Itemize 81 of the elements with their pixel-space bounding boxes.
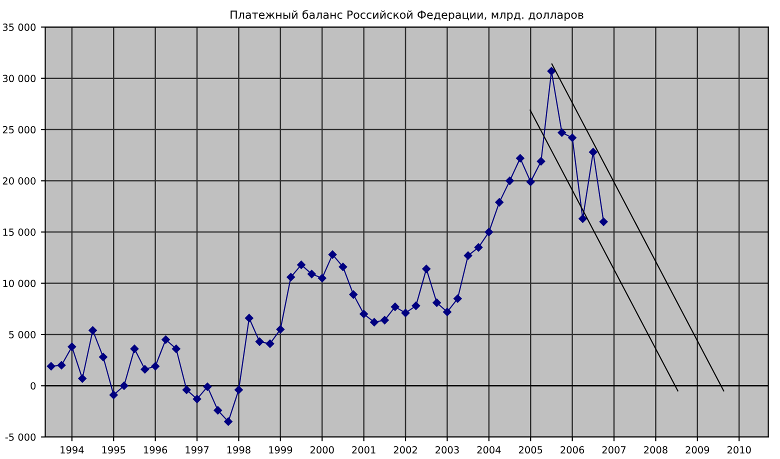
point <box>276 325 285 334</box>
x-tick-label: 2008 <box>644 446 668 454</box>
point <box>109 390 118 400</box>
point <box>234 386 243 394</box>
x-tick-label: 1999 <box>269 446 292 454</box>
point <box>162 335 170 344</box>
point <box>380 316 389 324</box>
point <box>558 128 566 137</box>
point <box>412 302 420 310</box>
point <box>99 352 108 362</box>
x-tick-label: 2005 <box>518 446 542 454</box>
y-tick-label: 10 000 <box>3 280 36 288</box>
point <box>57 361 66 370</box>
point <box>214 406 222 414</box>
point <box>338 262 348 271</box>
y-tick-label: 30 000 <box>2 74 36 82</box>
point <box>88 326 97 335</box>
point <box>182 386 191 394</box>
x-tick-label: 2009 <box>686 446 710 454</box>
point <box>318 274 326 282</box>
point <box>547 67 556 76</box>
y-tick-label: 0 <box>30 382 36 390</box>
x-tick-label: 2007 <box>602 446 626 454</box>
point <box>245 314 254 322</box>
point <box>255 338 264 346</box>
point <box>308 270 316 278</box>
point <box>68 342 76 351</box>
x-tick-label: 1995 <box>102 446 126 454</box>
point <box>474 243 483 252</box>
point <box>526 178 535 186</box>
x-tick-label: 1996 <box>144 446 168 454</box>
point <box>401 308 410 318</box>
point <box>484 228 494 236</box>
point <box>536 157 546 166</box>
point <box>370 318 378 326</box>
point <box>297 260 306 269</box>
x-tick-label: 2003 <box>436 446 459 454</box>
point <box>506 176 514 185</box>
point <box>599 218 608 226</box>
y-tick-label: 15 000 <box>3 228 36 236</box>
point <box>422 264 430 274</box>
point <box>172 344 180 353</box>
y-tick-label: 25 000 <box>2 126 36 134</box>
point <box>130 344 139 353</box>
x-tick-label: 2004 <box>477 446 501 454</box>
x-tick-label: 2010 <box>727 446 751 454</box>
point <box>286 272 295 282</box>
point <box>390 302 400 311</box>
point <box>349 290 358 299</box>
chart-title: Платежный баланс Российской Федерации, млрд. долларов <box>230 10 584 22</box>
x-tick-label: 1997 <box>186 446 209 454</box>
point <box>568 134 576 142</box>
point <box>192 394 202 404</box>
point <box>266 340 274 348</box>
point <box>495 198 504 206</box>
point <box>120 382 128 390</box>
point <box>443 308 452 316</box>
x-tick-label: 1994 <box>60 446 84 454</box>
x-tick-label: 1998 <box>227 446 250 454</box>
point <box>224 417 232 426</box>
y-tick-label: 35 000 <box>2 24 36 31</box>
y-tick-label: 5 000 <box>9 330 36 338</box>
x-tick-label: 2006 <box>560 446 584 454</box>
x-tick-label: 2000 <box>310 446 334 454</box>
point <box>454 294 462 303</box>
x-tick-label: 2001 <box>352 446 376 454</box>
x-tick-label: 2002 <box>394 446 417 454</box>
point <box>516 154 524 162</box>
point <box>589 148 598 156</box>
point <box>432 298 441 307</box>
y-tick-label: 20 000 <box>2 177 36 185</box>
y-tick-label: -5 000 <box>5 433 36 441</box>
point <box>360 310 368 318</box>
point <box>578 214 587 223</box>
point <box>140 365 150 374</box>
point <box>78 374 86 383</box>
point <box>203 382 212 391</box>
point <box>151 362 160 370</box>
point <box>464 251 472 260</box>
point <box>46 362 56 370</box>
point <box>328 250 337 259</box>
